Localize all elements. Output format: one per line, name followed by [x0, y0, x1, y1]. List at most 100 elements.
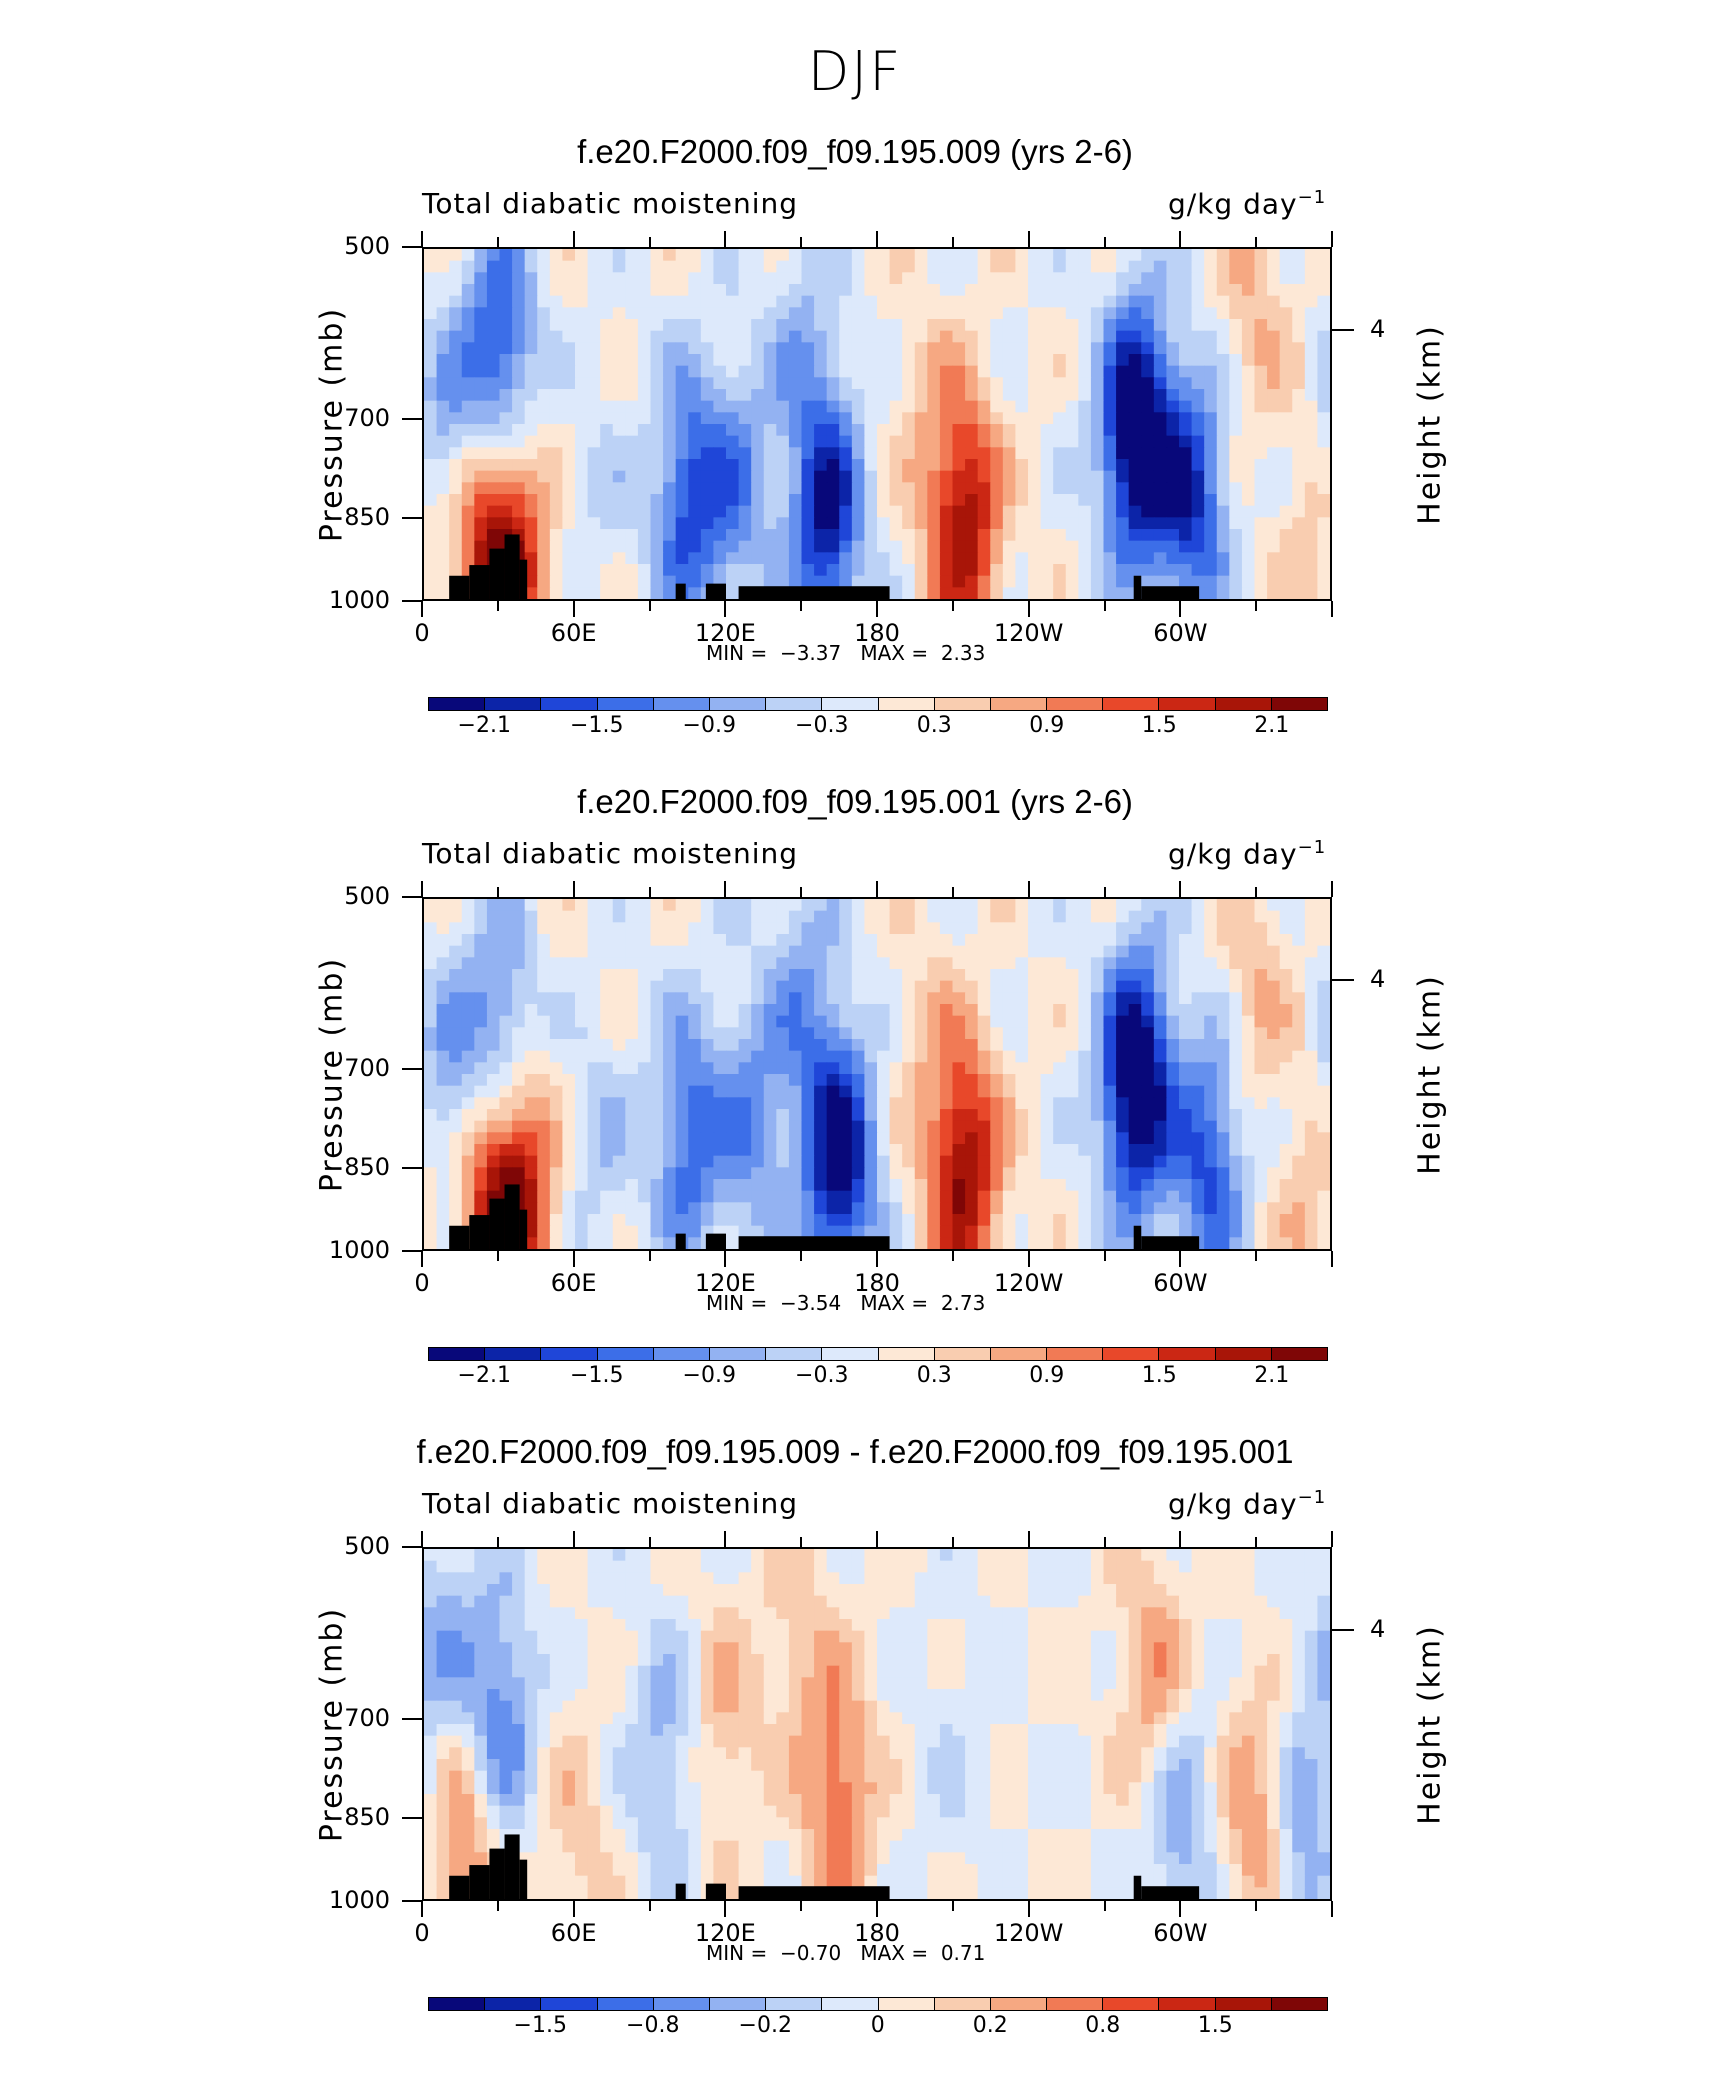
heatmap-cell	[1040, 957, 1054, 970]
heatmap-cell	[1015, 1074, 1029, 1087]
heatmap-cell	[889, 459, 903, 472]
heatmap-cell	[575, 587, 589, 599]
x-tick-mark	[421, 1251, 423, 1267]
heatmap-cell	[1216, 1607, 1230, 1620]
heatmap-cell	[549, 284, 564, 297]
heatmap-cell	[1090, 1155, 1105, 1168]
heatmap-cell	[1166, 319, 1180, 332]
heatmap-cell	[814, 470, 828, 483]
x-tick-label: 60W	[1153, 619, 1208, 647]
heatmap-cell	[1028, 1004, 1042, 1017]
heatmap-cell	[1090, 494, 1105, 507]
heatmap-cell	[486, 377, 501, 390]
heatmap-cell	[436, 1027, 450, 1040]
heatmap-cell	[1103, 260, 1117, 273]
heatmap-cell	[474, 1190, 488, 1203]
heatmap-cell	[1229, 1167, 1243, 1180]
heatmap-cell	[424, 540, 438, 553]
heatmap-cell	[1267, 1179, 1281, 1192]
heatmap-cell	[1002, 1062, 1017, 1075]
heatmap-cell	[1002, 377, 1017, 390]
heatmap-cell	[713, 470, 727, 483]
heatmap-cell	[927, 354, 941, 367]
heatmap-cell	[1128, 1572, 1142, 1585]
heatmap-cell	[801, 342, 815, 355]
heatmap-cell	[625, 1050, 639, 1063]
heatmap-cell	[1317, 910, 1330, 923]
heatmap-cell	[1040, 1225, 1054, 1238]
heatmap-cell	[1065, 1085, 1079, 1098]
heatmap-cell	[486, 482, 501, 495]
heatmap-cell	[914, 342, 928, 355]
heatmap-cell	[864, 1039, 878, 1052]
heatmap-cell	[600, 1167, 614, 1180]
heatmap-cell	[939, 459, 954, 472]
heatmap-cell	[814, 435, 828, 448]
heatmap-cell	[877, 330, 891, 343]
heatmap-cell	[1103, 934, 1117, 947]
heatmap-cell	[700, 1595, 715, 1608]
heatmap-cell	[424, 969, 438, 982]
heatmap-cell	[927, 424, 941, 437]
heatmap-cell	[663, 1619, 677, 1632]
heatmap-cell	[839, 1584, 853, 1597]
heatmap-cell	[1040, 587, 1054, 599]
heatmap-cell	[927, 1572, 941, 1585]
colorbar-swatch	[934, 1348, 991, 1360]
heatmap-cell	[1028, 295, 1042, 308]
heatmap-cell	[1191, 1560, 1205, 1573]
heatmap-cell	[1267, 969, 1281, 982]
heatmap-cell	[1292, 459, 1306, 472]
heatmap-cell	[575, 1155, 589, 1168]
heatmap-cell	[688, 330, 702, 343]
heatmap-cell	[1128, 447, 1142, 460]
heatmap-cell	[436, 505, 450, 518]
x-tick-mark	[1103, 601, 1106, 611]
heatmap-cell	[575, 1560, 589, 1573]
heatmap-cell	[1317, 1179, 1330, 1192]
heatmap-cell	[1179, 899, 1193, 912]
heatmap-cell	[587, 1155, 601, 1168]
heatmap-cell	[650, 1560, 664, 1573]
heatmap-cell	[461, 1167, 475, 1180]
heatmap-cell	[1191, 1190, 1205, 1203]
heatmap-cell	[788, 1027, 803, 1040]
heatmap-cell	[851, 1132, 866, 1145]
heatmap-cell	[726, 505, 740, 518]
heatmap-cell	[436, 980, 450, 993]
heatmap-cell	[713, 1074, 727, 1087]
heatmap-cell	[424, 1085, 438, 1098]
heatmap-cell	[1292, 945, 1306, 958]
heatmap-cell	[1204, 307, 1218, 320]
heatmap-cell	[751, 365, 765, 378]
heatmap-cell	[1053, 540, 1067, 553]
heatmap-cell	[939, 505, 954, 518]
heatmap-cell	[877, 1214, 891, 1227]
heatmap-cell	[1103, 459, 1117, 472]
heatmap-cell	[1191, 1144, 1205, 1157]
heatmap-cell	[486, 1619, 501, 1632]
heatmap-cell	[1065, 540, 1079, 553]
heatmap-cell	[436, 1144, 450, 1157]
heatmap-cell	[562, 1225, 576, 1238]
heatmap-cell	[726, 529, 740, 542]
heatmap-cell	[1015, 1027, 1029, 1040]
heatmap-cell	[864, 980, 878, 993]
heatmap-cell	[650, 1237, 664, 1249]
heatmap-cell	[927, 249, 941, 262]
heatmap-cell	[1279, 377, 1293, 390]
heatmap-cell	[1065, 1039, 1079, 1052]
heatmap-cell	[1166, 564, 1180, 577]
heatmap-cell	[952, 1155, 966, 1168]
heatmap-cell	[927, 980, 941, 993]
heatmap-cell	[965, 377, 979, 390]
heatmap-cell	[914, 517, 928, 530]
heatmap-cell	[965, 342, 979, 355]
heatmap-cell	[474, 330, 488, 343]
heatmap-cell	[1090, 1595, 1105, 1608]
heatmap-cell	[474, 1202, 488, 1215]
heatmap-cell	[1179, 957, 1193, 970]
heatmap-cell	[826, 435, 840, 448]
heatmap-cell	[562, 342, 576, 355]
heatmap-cell	[1065, 1167, 1079, 1180]
